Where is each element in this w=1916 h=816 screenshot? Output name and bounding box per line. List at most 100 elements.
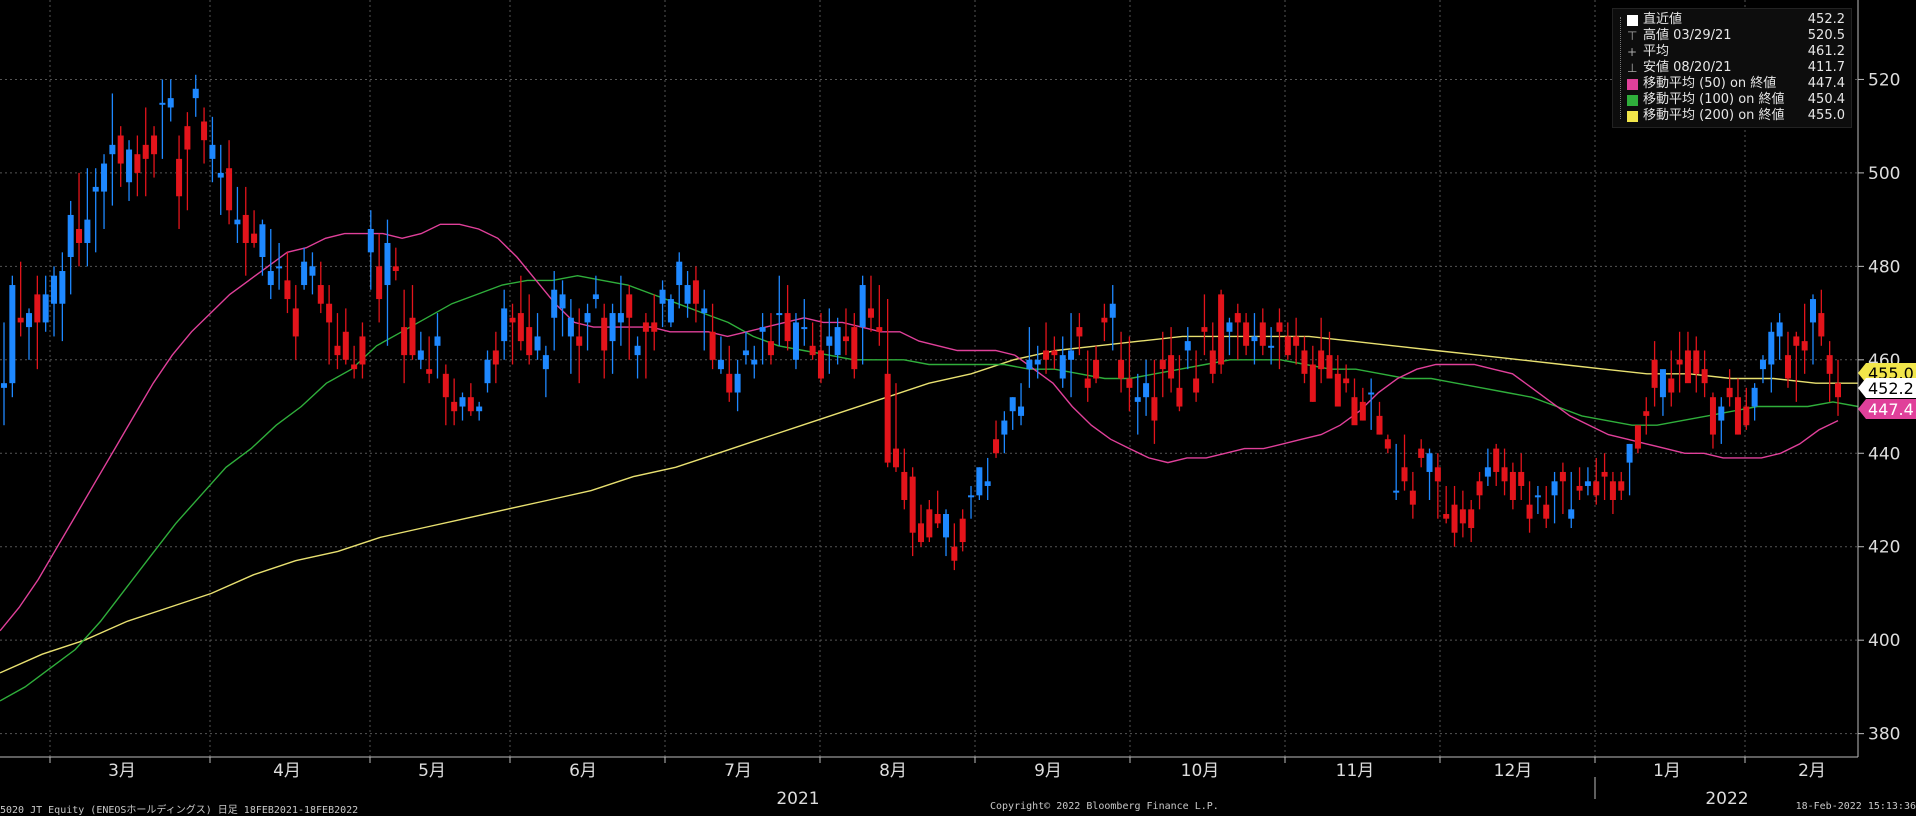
candle-body xyxy=(801,327,808,330)
candle-body xyxy=(0,383,8,388)
candle-body xyxy=(1226,322,1233,332)
candle-body xyxy=(759,327,766,332)
footer-security: 5020 JT Equity (ENEOSホールディングス) 日足 18FEB2… xyxy=(0,805,359,816)
candle-body xyxy=(1534,495,1541,498)
candle-body xyxy=(276,266,283,269)
candle-body xyxy=(1668,378,1675,393)
candle-body xyxy=(959,518,966,543)
candle-body xyxy=(542,355,549,370)
candle-body xyxy=(1459,509,1466,524)
candle-body xyxy=(451,401,458,412)
candle-body xyxy=(1776,322,1783,337)
candle-body xyxy=(1076,327,1083,337)
x-year-label: 2022 xyxy=(1705,789,1748,809)
candle-body xyxy=(943,514,950,538)
legend-label: 移動平均 (50) on 終値 xyxy=(1643,76,1777,91)
candle-body xyxy=(1793,336,1800,346)
candle-body xyxy=(951,546,958,561)
candle-body xyxy=(676,261,683,286)
candle-body xyxy=(1084,378,1091,388)
chart-grid xyxy=(0,0,1858,757)
candle-body xyxy=(1509,471,1516,500)
candle-body xyxy=(59,271,66,304)
candle-body xyxy=(17,317,24,323)
candle-body xyxy=(1626,443,1633,463)
candle-body xyxy=(742,350,749,356)
candle-body xyxy=(909,476,916,533)
candle-body xyxy=(1401,467,1408,482)
candle-body xyxy=(1734,397,1741,435)
legend-label: 直近値 xyxy=(1643,12,1683,27)
candle-body xyxy=(251,233,258,243)
candle-body xyxy=(1618,481,1625,491)
candle-body xyxy=(1259,322,1266,346)
candle-body xyxy=(1576,485,1583,491)
candle-body xyxy=(159,102,166,105)
candle-body xyxy=(851,327,858,370)
candle-body xyxy=(1293,336,1300,346)
x-month-label: 5月 xyxy=(418,761,446,781)
candle-body xyxy=(1743,406,1750,426)
y-tick-label: 400 xyxy=(1868,631,1900,651)
candle-body xyxy=(334,345,341,356)
candle-body xyxy=(109,144,116,155)
candle-body xyxy=(859,285,866,328)
candle-body xyxy=(567,317,574,337)
candle-body xyxy=(1826,355,1833,374)
legend-item: ⊥ 安値 08/20/21 411.7 xyxy=(1613,60,1851,76)
candle-body xyxy=(551,289,558,318)
candle-body xyxy=(301,261,308,286)
candle-body xyxy=(734,373,741,393)
candle-body xyxy=(526,327,533,356)
candle-body xyxy=(392,266,399,272)
candle-body xyxy=(84,219,91,243)
candle-body xyxy=(484,359,491,384)
candle-body xyxy=(784,313,791,342)
candle-body xyxy=(901,471,908,500)
candle-body xyxy=(509,317,516,323)
legend-label: 高値 03/29/21 xyxy=(1643,28,1732,43)
candle-body xyxy=(1543,504,1550,519)
moving-average-lines xyxy=(0,223,1859,702)
candle-body xyxy=(1709,397,1716,435)
candle-body xyxy=(1034,359,1041,365)
candle-body xyxy=(426,369,433,374)
legend-tree-line xyxy=(1620,17,1622,119)
candle-body xyxy=(817,350,824,379)
y-tick-label: 520 xyxy=(1868,70,1900,90)
legend-swatch xyxy=(1627,79,1638,90)
candle-body xyxy=(1184,341,1191,351)
x-month-label: 11月 xyxy=(1336,761,1375,781)
x-month-label: 1月 xyxy=(1653,761,1681,781)
candle-body xyxy=(234,219,241,225)
candle-body xyxy=(1101,317,1108,323)
ma-50-line xyxy=(0,223,1839,632)
candle-body xyxy=(267,271,274,286)
price-tag-label: 447.4 xyxy=(1868,400,1914,419)
candle-body xyxy=(317,285,324,304)
x-month-label: 3月 xyxy=(108,761,136,781)
candle-body xyxy=(1168,355,1175,379)
candle-body xyxy=(1059,355,1066,379)
candle-body xyxy=(576,336,583,346)
candle-body xyxy=(767,341,774,356)
candle-body xyxy=(1526,504,1533,519)
candle-body xyxy=(876,327,883,332)
candle-body xyxy=(76,228,83,243)
candle-body xyxy=(9,285,16,384)
candle-body xyxy=(1726,387,1733,398)
footer-copyright: Copyright© 2022 Bloomberg Finance L.P. xyxy=(990,801,1219,812)
candle-body xyxy=(1809,299,1816,323)
candle-body xyxy=(1251,336,1258,342)
x-month-label: 12月 xyxy=(1494,761,1533,781)
candle-body xyxy=(934,514,941,524)
candle-body xyxy=(976,467,983,496)
candle-body xyxy=(1584,481,1591,486)
candle-body xyxy=(642,322,649,332)
candle-body xyxy=(867,308,874,318)
candle-body xyxy=(184,126,191,150)
candle-body xyxy=(309,266,316,276)
candle-body xyxy=(342,331,349,360)
candle-body xyxy=(1676,359,1683,365)
